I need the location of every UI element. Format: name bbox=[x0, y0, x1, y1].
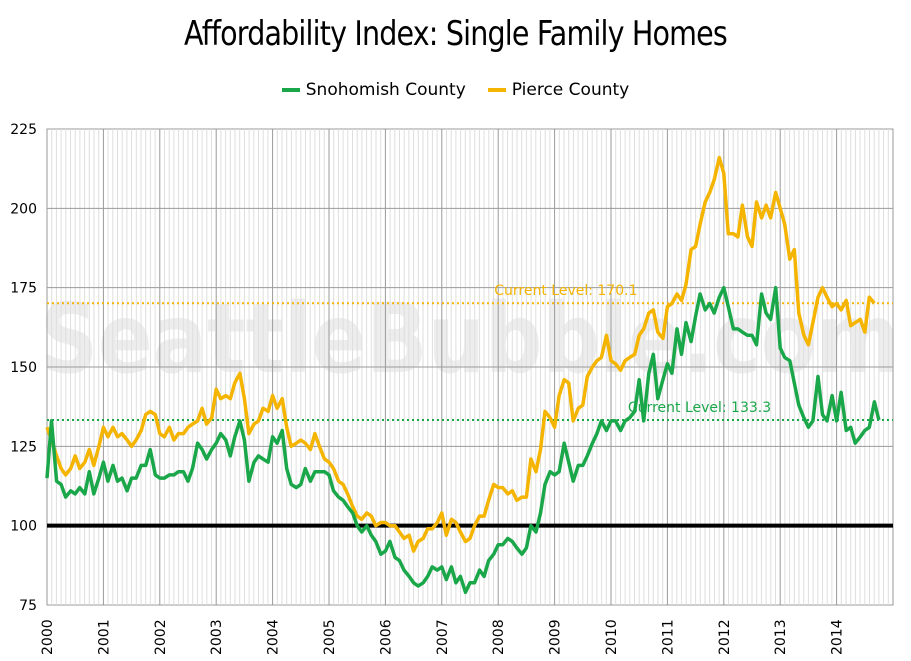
x-tick-label: 2009 bbox=[548, 619, 564, 655]
x-tick-label: 2005 bbox=[322, 619, 338, 655]
x-tick-label: 2006 bbox=[378, 619, 394, 655]
y-tick-label: 225 bbox=[10, 122, 37, 138]
y-tick-label: 125 bbox=[10, 439, 37, 455]
x-tick-label: 2008 bbox=[491, 619, 507, 655]
series-lines bbox=[45, 155, 881, 595]
legend-label-pierce: Pierce County bbox=[511, 80, 630, 100]
legend-item-snohomish: Snohomish County bbox=[281, 80, 466, 100]
x-tick-label: 2013 bbox=[773, 619, 789, 655]
x-tick-label: 2004 bbox=[266, 619, 282, 655]
current-level-label: Current Level: 170.1 bbox=[494, 283, 637, 299]
x-tick-label: 2001 bbox=[96, 619, 112, 655]
y-tick-label: 150 bbox=[10, 360, 37, 376]
current-level-label: Current Level: 133.3 bbox=[628, 400, 771, 416]
series-line bbox=[45, 155, 876, 553]
legend: Snohomish County Pierce County bbox=[0, 80, 911, 100]
x-tick-label: 2014 bbox=[830, 619, 846, 655]
legend-item-pierce: Pierce County bbox=[487, 80, 630, 100]
series-line bbox=[45, 285, 881, 595]
x-tick-label: 2012 bbox=[717, 619, 733, 655]
y-tick-label: 75 bbox=[19, 598, 37, 614]
x-tick-label: 2007 bbox=[435, 619, 451, 655]
y-tick-label: 175 bbox=[10, 281, 37, 297]
reference-lines: Current Level: 133.3 Current Level: 170.1 bbox=[47, 283, 893, 528]
legend-label-snohomish: Snohomish County bbox=[305, 80, 466, 100]
x-tick-label: 2003 bbox=[209, 619, 225, 655]
x-tick-label: 2011 bbox=[660, 619, 676, 655]
x-tick-label: 2000 bbox=[40, 619, 56, 655]
x-tick-label: 2002 bbox=[153, 619, 169, 655]
x-tick-label: 2010 bbox=[604, 619, 620, 655]
chart-title: Affordability Index: Single Family Homes bbox=[184, 14, 728, 54]
legend-swatch-snohomish bbox=[281, 88, 300, 92]
y-tick-label: 200 bbox=[10, 201, 37, 217]
axes: 75 100 125 150 175 200 225 2000 2001 2002 2003 2004… bbox=[10, 122, 845, 655]
y-tick-label: 100 bbox=[10, 519, 37, 535]
legend-swatch-pierce bbox=[487, 88, 506, 92]
